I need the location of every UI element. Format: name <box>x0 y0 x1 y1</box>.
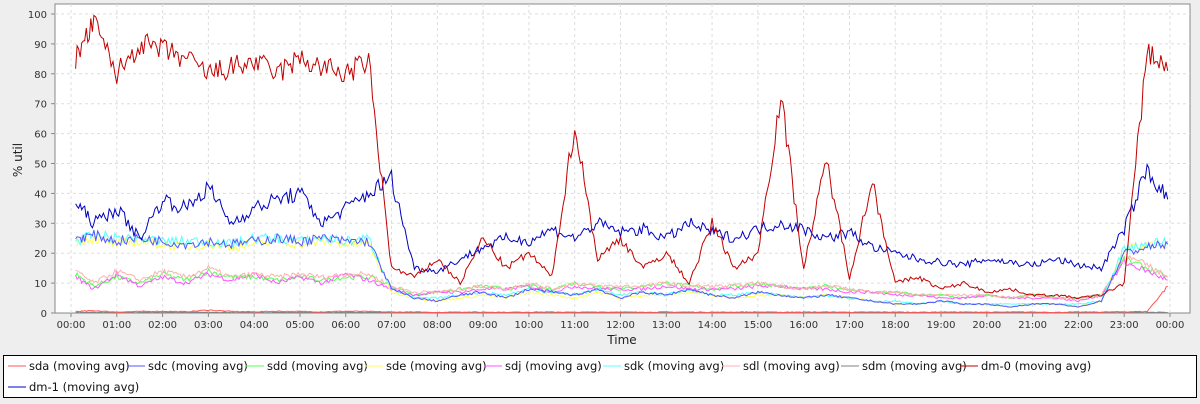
x-tick-label: 00:00 <box>57 320 86 331</box>
x-tick-label: 13:00 <box>652 320 681 331</box>
legend-item-sdc: sdc (moving avg) <box>127 359 248 373</box>
legend-item-sdj: sdj (moving avg) <box>484 359 602 373</box>
x-tick-label: 23:00 <box>1110 320 1139 331</box>
x-tick-label: 16:00 <box>789 320 818 331</box>
legend-item-sdd: sdd (moving avg) <box>246 359 368 373</box>
y-axis-label: % util <box>11 143 25 177</box>
y-tick-label: 40 <box>34 189 47 200</box>
legend-item-dm-1: dm-1 (moving avg) <box>8 380 139 394</box>
x-tick-label: 17:00 <box>835 320 864 331</box>
legend-item-sdm: sdm (moving avg) <box>841 359 967 373</box>
x-tick-label: 09:00 <box>469 320 498 331</box>
x-tick-label: 15:00 <box>743 320 772 331</box>
x-tick-label: 21:00 <box>1018 320 1047 331</box>
legend-label: sdd (moving avg) <box>267 359 368 373</box>
x-tick-label: 20:00 <box>972 320 1001 331</box>
legend-label: sdm (moving avg) <box>862 359 967 373</box>
y-tick-label: 10 <box>34 279 47 290</box>
x-tick-label: 00:00 <box>1156 320 1185 331</box>
x-tick-label: 22:00 <box>1064 320 1093 331</box>
x-tick-label: 05:00 <box>286 320 315 331</box>
x-tick-label: 14:00 <box>698 320 727 331</box>
x-tick-label: 08:00 <box>423 320 452 331</box>
legend-label: dm-0 (moving avg) <box>981 359 1091 373</box>
x-tick-label: 03:00 <box>194 320 223 331</box>
series-line-dm-0 <box>75 14 1169 300</box>
y-tick-label: 0 <box>41 309 47 320</box>
legend-item-dm-0: dm-0 (moving avg) <box>960 359 1091 373</box>
x-tick-label: 12:00 <box>606 320 635 331</box>
legend-label: sdc (moving avg) <box>148 359 248 373</box>
x-tick-label: 10:00 <box>515 320 544 331</box>
legend-item-sde: sde (moving avg) <box>365 359 487 373</box>
x-tick-label: 01:00 <box>102 320 131 331</box>
y-tick-label: 20 <box>34 249 47 260</box>
series-line-sda <box>75 285 1168 314</box>
legend-label: sdj (moving avg) <box>505 359 602 373</box>
x-tick-label: 19:00 <box>927 320 956 331</box>
y-tick-label: 70 <box>34 100 47 111</box>
series-line-sdc <box>75 229 1169 308</box>
legend-label: sdl (moving avg) <box>743 359 840 373</box>
legend-label: dm-1 (moving avg) <box>29 380 139 394</box>
x-tick-label: 02:00 <box>148 320 177 331</box>
legend <box>3 355 1197 398</box>
series-line-sdl <box>75 254 1168 300</box>
legend-label: sda (moving avg) <box>29 359 130 373</box>
y-tick-label: 100 <box>28 10 47 21</box>
x-tick-label: 07:00 <box>377 320 406 331</box>
series-line-sdd <box>75 255 1169 300</box>
x-tick-label: 11:00 <box>560 320 589 331</box>
legend-item-sdl: sdl (moving avg) <box>722 359 840 373</box>
x-axis-label: Time <box>606 333 636 347</box>
legend-item-sda: sda (moving avg) <box>8 359 130 373</box>
y-tick-label: 90 <box>34 40 47 51</box>
y-tick-label: 50 <box>34 160 47 171</box>
legend-label: sdk (moving avg) <box>624 359 724 373</box>
legend-label: sde (moving avg) <box>386 359 487 373</box>
y-tick-label: 30 <box>34 219 47 230</box>
x-tick-label: 06:00 <box>331 320 360 331</box>
y-tick-label: 80 <box>34 70 47 81</box>
x-tick-label: 18:00 <box>881 320 910 331</box>
series-line-sdk <box>75 228 1169 306</box>
legend-item-sdk: sdk (moving avg) <box>603 359 724 373</box>
x-tick-label: 04:00 <box>240 320 269 331</box>
y-tick-label: 60 <box>34 130 47 141</box>
